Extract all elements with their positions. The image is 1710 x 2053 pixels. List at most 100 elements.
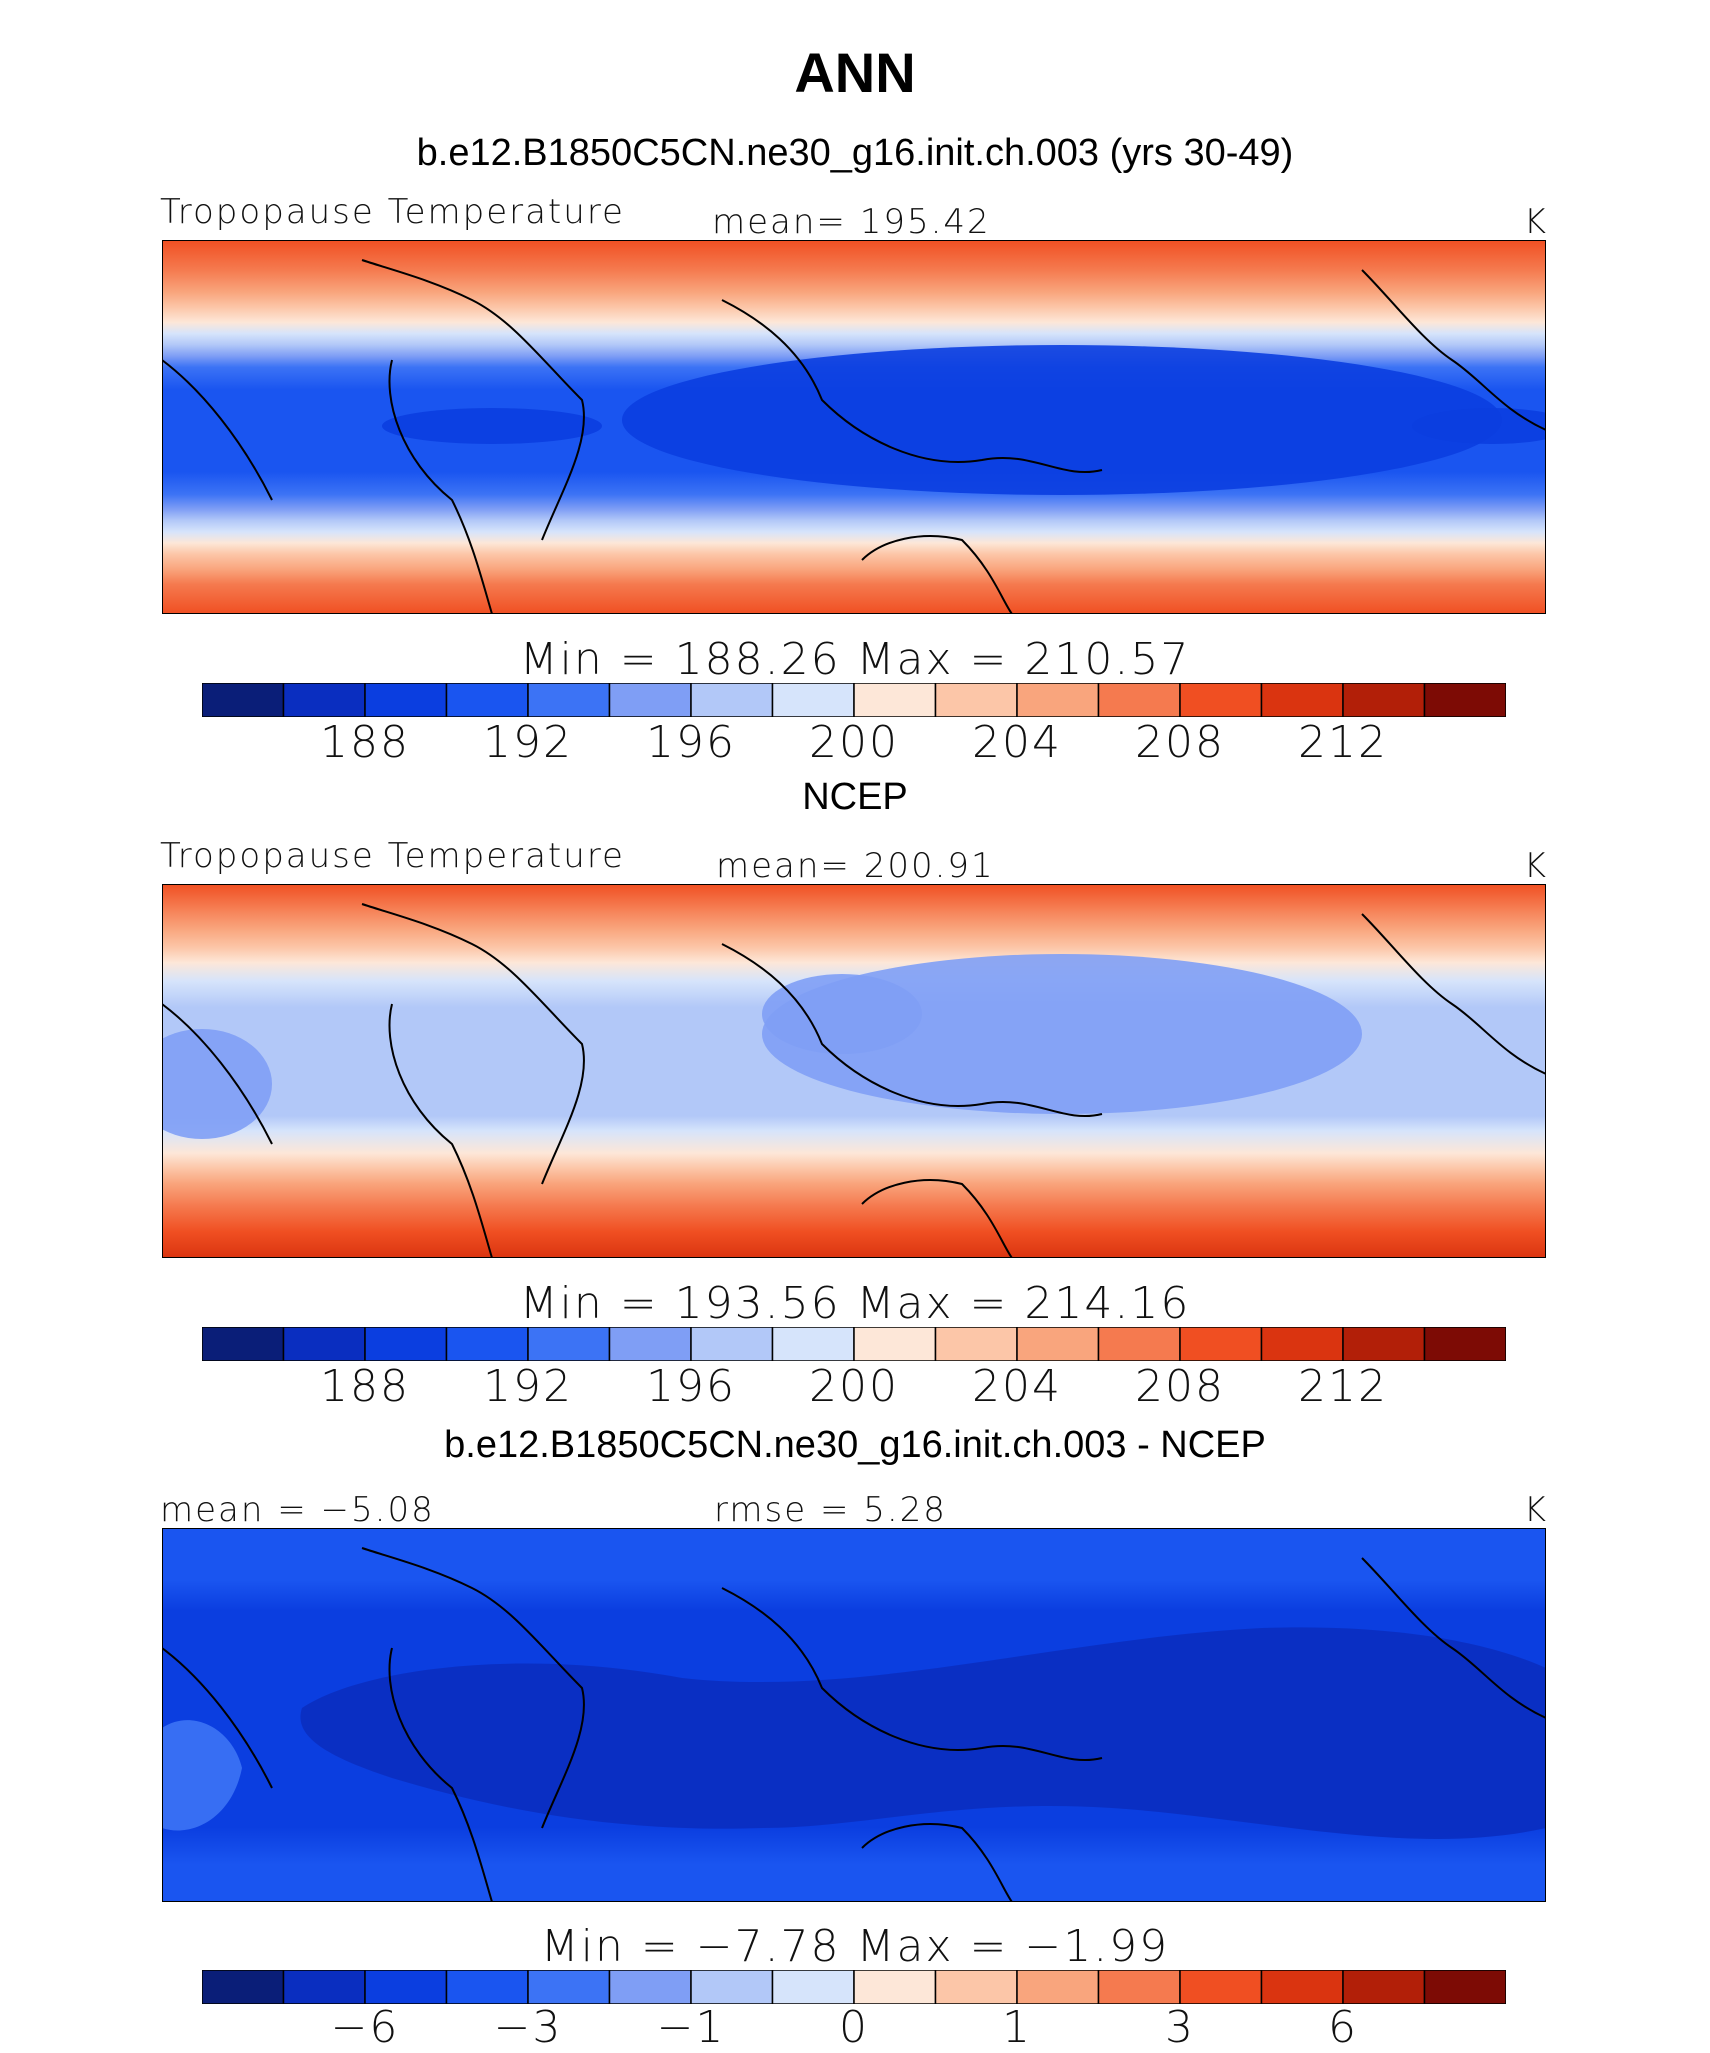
panel-2-title: NCEP xyxy=(802,776,908,818)
colorbar-box xyxy=(282,1970,366,2004)
colorbar-box xyxy=(934,1327,1018,1361)
colorbar-box xyxy=(202,1327,285,1361)
panel-3-units-label: K xyxy=(1523,1490,1548,1530)
panel-2-cbar-tick: 200 xyxy=(809,1361,899,1412)
colorbar-box xyxy=(1179,1970,1263,2004)
colorbar-box xyxy=(1097,1970,1181,2004)
panel-3-weak-anomaly-amazon xyxy=(162,1720,242,1831)
panel-3-colorbar xyxy=(202,1970,1506,2004)
colorbar-box xyxy=(690,1327,774,1361)
panel-1-units-label: K xyxy=(1523,202,1548,242)
colorbar-box xyxy=(853,683,937,717)
colorbar-box xyxy=(282,683,366,717)
colorbar-box xyxy=(608,1327,692,1361)
panel-2-minmax: Min = 193.56 Max = 214.16 xyxy=(519,1278,1191,1329)
panel-3-cbar-tick: −3 xyxy=(493,2002,563,2053)
colorbar-box xyxy=(1260,1970,1344,2004)
panel-1-mean-label: mean= 195.42 xyxy=(712,202,991,242)
colorbar-box xyxy=(1179,1327,1263,1361)
panel-1-title: b.e12.B1850C5CN.ne30_g16.init.ch.003 (yr… xyxy=(416,132,1294,174)
panel-1-cbar-tick: 212 xyxy=(1298,717,1388,768)
panel-3-mean-label: mean = −5.08 xyxy=(160,1490,435,1530)
panel-1-variable-label: Tropopause Temperature xyxy=(160,192,625,232)
colorbar-box xyxy=(690,1970,774,2004)
panel-3-map xyxy=(162,1528,1546,1902)
colorbar-box xyxy=(1097,683,1181,717)
colorbar-box xyxy=(527,683,611,717)
colorbar-box xyxy=(1342,683,1426,717)
panel-2-coastlines xyxy=(162,903,1546,1258)
colorbar-box xyxy=(771,1970,855,2004)
panel-3-cbar-tick: 6 xyxy=(1328,2002,1358,2053)
colorbar-box xyxy=(1342,1327,1426,1361)
panel-3-cbar-tick: 0 xyxy=(839,2002,869,2053)
panel-1-cbar-tick: 200 xyxy=(809,717,899,768)
colorbar-box xyxy=(853,1970,937,2004)
panel-3-minmax: Min = −7.78 Max = −1.99 xyxy=(540,1921,1170,1972)
panel-2-cold-pool-pacific xyxy=(762,954,1362,1114)
colorbar-box xyxy=(608,683,692,717)
colorbar-box xyxy=(364,683,448,717)
colorbar-box xyxy=(1423,1970,1506,2004)
colorbar-box xyxy=(608,1970,692,2004)
colorbar-box xyxy=(934,1970,1018,2004)
panel-1-cbar-tick: 204 xyxy=(972,717,1062,768)
colorbar-box xyxy=(445,1970,529,2004)
colorbar-box xyxy=(1016,1327,1100,1361)
panel-2-cbar-tick: 208 xyxy=(1135,1361,1225,1412)
panel-2-cbar-tick: 192 xyxy=(483,1361,573,1412)
panel-1-cbar-tick: 192 xyxy=(483,717,573,768)
colorbar-box xyxy=(527,1327,611,1361)
colorbar-box xyxy=(690,683,774,717)
figure-title: ANN xyxy=(794,41,916,104)
panel-2-cbar-tick: 212 xyxy=(1298,1361,1388,1412)
colorbar-box xyxy=(364,1327,448,1361)
colorbar-box xyxy=(445,683,529,717)
panel-3-cbar-tick: −6 xyxy=(330,2002,400,2053)
panel-2-cold-pool-india xyxy=(762,974,922,1054)
panel-1-colorbar xyxy=(202,683,1506,717)
colorbar-box xyxy=(1260,683,1344,717)
colorbar-box xyxy=(202,1970,285,2004)
panel-1-cold-pool-africa xyxy=(382,408,602,444)
colorbar-box xyxy=(1097,1327,1181,1361)
colorbar-box xyxy=(445,1327,529,1361)
colorbar-box xyxy=(1260,1327,1344,1361)
panel-2-cbar-tick: 196 xyxy=(646,1361,736,1412)
panel-2-cold-pool-amazon xyxy=(162,1029,272,1139)
panel-1-map xyxy=(162,240,1546,614)
panel-3-rmse-label: rmse = 5.28 xyxy=(714,1490,947,1530)
panel-2-colorbar xyxy=(202,1327,1506,1361)
colorbar-box xyxy=(282,1327,366,1361)
panel-3-cbar-tick: 3 xyxy=(1165,2002,1195,2053)
panel-1-cbar-tick: 188 xyxy=(320,717,410,768)
panel-1-minmax: Min = 188.26 Max = 210.57 xyxy=(519,634,1191,685)
panel-2-units-label: K xyxy=(1523,846,1548,886)
panel-1-cbar-tick: 196 xyxy=(646,717,736,768)
colorbar-box xyxy=(853,1327,937,1361)
panel-3-cold-anomaly-band xyxy=(300,1627,1546,1839)
colorbar-box xyxy=(202,683,285,717)
panel-1-cold-pool-pacific xyxy=(622,345,1502,495)
panel-3-coastlines xyxy=(162,1547,1546,1902)
colorbar-box xyxy=(1016,683,1100,717)
colorbar-box xyxy=(771,683,855,717)
colorbar-box xyxy=(934,683,1018,717)
colorbar-box xyxy=(1342,1970,1426,2004)
panel-1-coastlines xyxy=(162,259,1546,614)
colorbar-box xyxy=(527,1970,611,2004)
panel-2-map xyxy=(162,884,1546,1258)
panel-3-cbar-tick: 1 xyxy=(1002,2002,1032,2053)
panel-2-mean-label: mean= 200.91 xyxy=(716,846,995,886)
colorbar-box xyxy=(1016,1970,1100,2004)
colorbar-box xyxy=(1423,683,1506,717)
panel-1-cbar-tick: 208 xyxy=(1135,717,1225,768)
colorbar-box xyxy=(1179,683,1263,717)
panel-2-cbar-tick: 204 xyxy=(972,1361,1062,1412)
colorbar-box xyxy=(1423,1327,1506,1361)
panel-1-cold-pool-east xyxy=(1412,408,1546,444)
panel-3-title: b.e12.B1850C5CN.ne30_g16.init.ch.003 - N… xyxy=(444,1424,1266,1466)
panel-3-cbar-tick: −1 xyxy=(656,2002,726,2053)
panel-2-variable-label: Tropopause Temperature xyxy=(160,836,625,876)
colorbar-box xyxy=(771,1327,855,1361)
